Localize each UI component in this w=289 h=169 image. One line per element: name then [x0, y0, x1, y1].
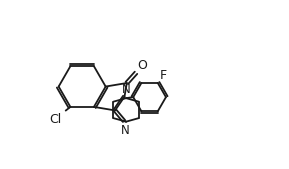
Text: Cl: Cl: [49, 113, 62, 126]
Text: F: F: [160, 69, 166, 82]
Text: N: N: [122, 83, 130, 96]
Text: N: N: [121, 124, 129, 137]
Text: O: O: [138, 59, 147, 72]
